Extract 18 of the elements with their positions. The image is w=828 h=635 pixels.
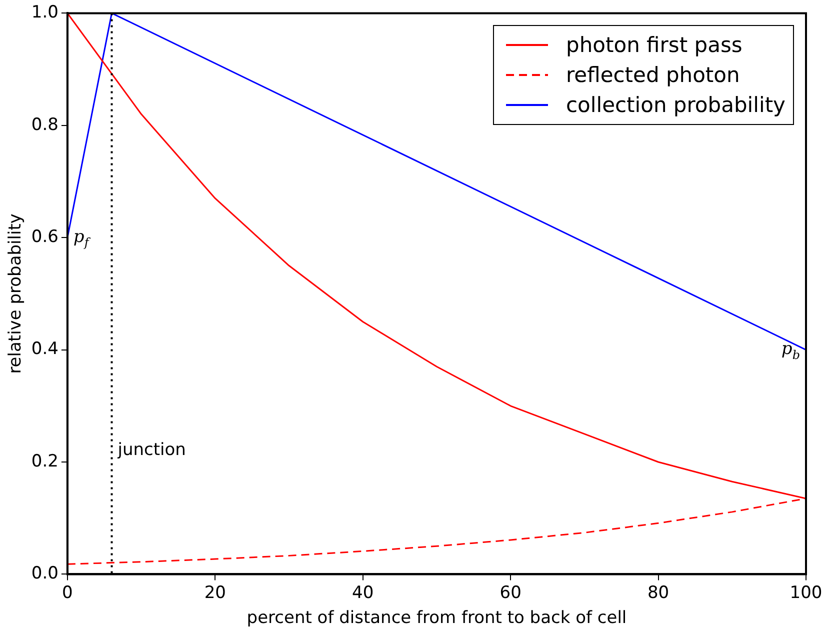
- y-tick-label: 0.6: [31, 227, 58, 248]
- y-tick-label: 0.2: [31, 451, 58, 472]
- y-tick-label: 0.0: [31, 564, 58, 584]
- x-tick-label: 80: [647, 582, 670, 603]
- y-axis-title: relative probability: [6, 214, 26, 374]
- y-tick-label: 0.8: [31, 114, 58, 135]
- x-axis-title: percent of distance from front to back of cell: [246, 608, 627, 628]
- y-tick-label: 0.4: [31, 339, 58, 360]
- x-tick-label: 40: [352, 582, 374, 603]
- y-tick-label: 1.0: [31, 2, 58, 23]
- x-tick-label: 0: [62, 582, 73, 603]
- legend-label: photon first pass: [566, 32, 742, 60]
- x-tick-label: 60: [500, 582, 522, 603]
- legend-label: collection probability: [566, 92, 786, 120]
- x-tick-label: 100: [790, 582, 822, 603]
- ref-line-label: junction: [116, 440, 186, 460]
- x-tick-label: 20: [204, 582, 226, 603]
- legend-label: reflected photon: [566, 62, 740, 90]
